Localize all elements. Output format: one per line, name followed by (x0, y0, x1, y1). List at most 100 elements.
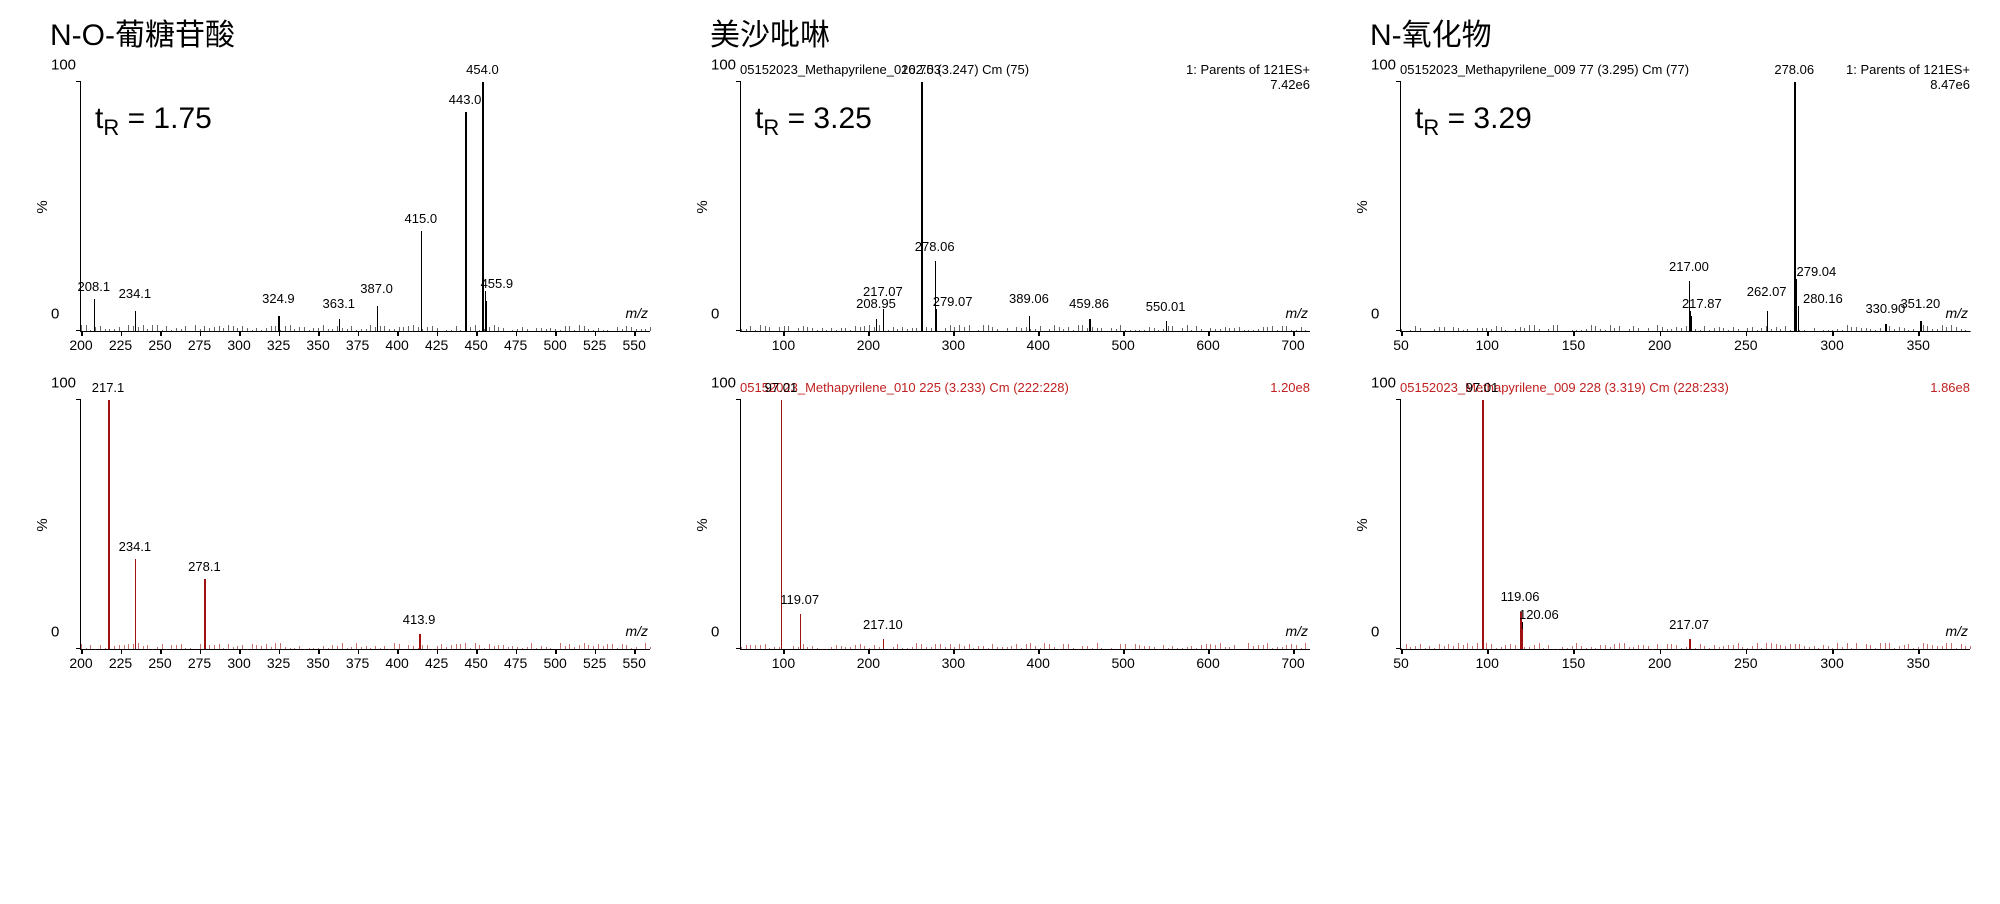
peak (781, 400, 783, 649)
x-tick: 200 (1648, 337, 1671, 353)
y-tick: 100 (1371, 375, 1396, 392)
x-tick: 400 (1027, 655, 1050, 671)
column-title: 美沙吡啉 (680, 10, 1320, 54)
x-tick: 200 (857, 337, 880, 353)
peak-label: 119.06 (1501, 589, 1540, 604)
x-tick: 700 (1281, 337, 1304, 353)
peak (1482, 400, 1484, 649)
y-tick: 0 (711, 624, 719, 641)
y-label: % (1354, 518, 1371, 531)
x-tick: 425 (425, 655, 448, 671)
y-tick: 0 (51, 306, 59, 323)
retention-time: tR = 3.25 (755, 102, 872, 141)
peak-label: 413.9 (403, 612, 436, 627)
peak-label: 119.07 (780, 592, 819, 607)
column-title: N-氧化物 (1340, 10, 1980, 54)
peak-label: 363.1 (323, 296, 356, 311)
x-tick: 450 (464, 337, 487, 353)
peak-label: 351.20 (1900, 296, 1940, 311)
x-tick: 500 (543, 655, 566, 671)
x-tick: 250 (148, 655, 171, 671)
x-label: m/z (1285, 623, 1308, 639)
peak-label: 97.01 (1466, 380, 1499, 395)
x-tick: 300 (227, 655, 250, 671)
peak-label: 324.9 (262, 291, 295, 306)
x-tick: 100 (772, 337, 795, 353)
peak (377, 306, 379, 331)
x-tick: 200 (857, 655, 880, 671)
y-label: % (1354, 200, 1371, 213)
y-tick: 0 (51, 624, 59, 641)
peak-label: 97.01 (765, 380, 798, 395)
peak-label: 262.03 (901, 62, 941, 77)
peak (1089, 319, 1091, 331)
peak-label: 217.10 (863, 617, 903, 632)
panel-header: 05152023_Methapyrilene_010 225 (3.233) C… (740, 380, 1310, 395)
top-spectrum-panel: 05152023_Methapyrilene_010 75 (3.247) Cm… (680, 62, 1320, 372)
x-tick: 325 (267, 655, 290, 671)
y-tick: 100 (51, 375, 76, 392)
x-tick: 525 (583, 655, 606, 671)
x-tick: 350 (306, 337, 329, 353)
bottom-spectrum-panel: 05152023_Methapyrilene_009 228 (3.319) C… (1340, 380, 1980, 690)
column: N-O-葡糖苷酸0100%200225250275300325350375400… (20, 10, 660, 698)
plot-area: 0100%50100150200250300350m/z97.01119.061… (1400, 400, 1970, 650)
peak-label: 217.87 (1682, 296, 1722, 311)
x-tick: 200 (69, 655, 92, 671)
x-tick: 500 (1111, 337, 1134, 353)
x-tick: 225 (109, 655, 132, 671)
retention-time: tR = 3.29 (1415, 102, 1532, 141)
x-label: m/z (1945, 305, 1968, 321)
peak-label: 387.0 (360, 281, 393, 296)
x-tick: 475 (504, 337, 527, 353)
peak-label: 278.06 (1774, 62, 1814, 77)
peak-label: 217.07 (863, 284, 903, 299)
x-tick: 300 (1820, 337, 1843, 353)
peak-label: 459.86 (1069, 296, 1109, 311)
peak-label: 279.04 (1797, 264, 1837, 279)
x-tick: 550 (623, 337, 646, 353)
peak-label: 279.07 (933, 294, 973, 309)
x-tick: 50 (1393, 655, 1409, 671)
top-spectrum-panel: 05152023_Methapyrilene_009 77 (3.295) Cm… (1340, 62, 1980, 372)
y-tick: 100 (711, 57, 736, 74)
x-tick: 300 (227, 337, 250, 353)
x-tick: 600 (1196, 655, 1219, 671)
peak (419, 634, 421, 649)
y-tick: 100 (711, 375, 736, 392)
peak-label: 234.1 (119, 539, 152, 554)
spectrum-grid: N-O-葡糖苷酸0100%200225250275300325350375400… (0, 0, 2000, 708)
x-label: m/z (1285, 305, 1308, 321)
peak-label: 262.07 (1747, 284, 1787, 299)
y-tick: 100 (51, 57, 76, 74)
column-title: N-O-葡糖苷酸 (20, 10, 660, 54)
peak (936, 316, 938, 331)
peak-label: 280.16 (1803, 291, 1843, 306)
peak (135, 559, 137, 649)
x-tick: 400 (385, 655, 408, 671)
y-tick: 0 (1371, 624, 1379, 641)
peak (339, 319, 341, 331)
x-tick: 700 (1281, 655, 1304, 671)
x-tick: 375 (346, 337, 369, 353)
peak-label: 234.1 (119, 286, 152, 301)
y-tick: 0 (1371, 306, 1379, 323)
x-tick: 325 (267, 337, 290, 353)
x-tick: 600 (1196, 337, 1219, 353)
x-tick: 375 (346, 655, 369, 671)
peak-label: 217.1 (92, 380, 125, 395)
x-label: m/z (625, 623, 648, 639)
x-tick: 450 (464, 655, 487, 671)
x-tick: 250 (148, 337, 171, 353)
column: 美沙吡啉 05152023_Methapyrilene_010 75 (3.247… (680, 10, 1320, 698)
y-label: % (694, 518, 711, 531)
x-tick: 350 (1907, 337, 1930, 353)
x-tick: 250 (1734, 337, 1757, 353)
x-tick: 200 (69, 337, 92, 353)
y-label: % (34, 200, 51, 213)
peak-label: 454.0 (466, 62, 499, 77)
x-tick: 425 (425, 337, 448, 353)
peak-label: 415.0 (405, 211, 438, 226)
x-tick: 50 (1393, 337, 1409, 353)
peak-label: 278.1 (188, 559, 221, 574)
